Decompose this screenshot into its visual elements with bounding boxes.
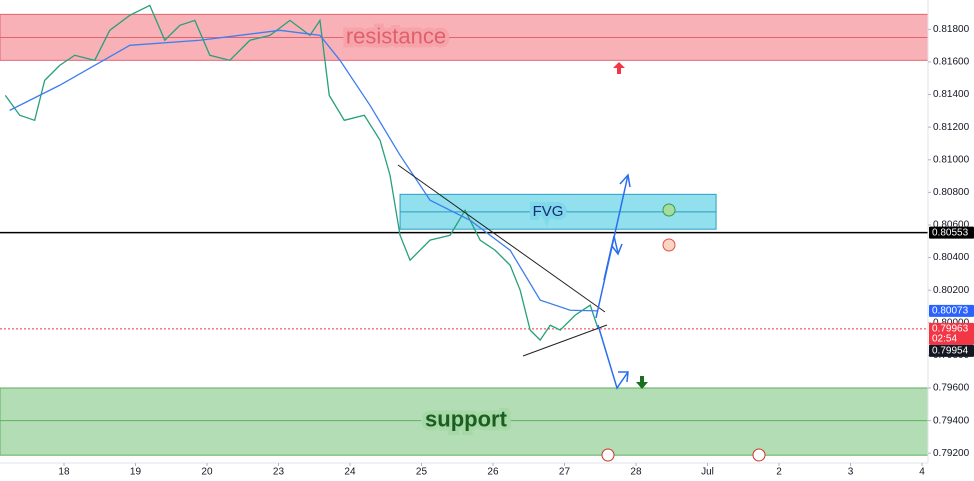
y-tick-label: 0.81800 bbox=[933, 24, 970, 35]
price-tag-label: 0.80553 bbox=[932, 227, 969, 238]
trend-line bbox=[522, 324, 608, 357]
circle-marker bbox=[662, 203, 676, 217]
y-tick-label: 0.80800 bbox=[933, 187, 970, 198]
y-tick-label: 0.79200 bbox=[933, 448, 970, 459]
price-tag bbox=[929, 344, 974, 357]
price-line-series bbox=[4, 4, 599, 342]
y-tick-label: 0.81200 bbox=[933, 122, 970, 133]
price-line-series bbox=[9, 29, 599, 312]
x-tick-label: 23 bbox=[273, 467, 285, 478]
countdown: 02:54 bbox=[932, 333, 957, 344]
axes: 0.792000.794000.796000.798000.800000.802… bbox=[58, 24, 974, 478]
x-tick-label: 26 bbox=[487, 467, 499, 478]
zone-label: resistance bbox=[346, 23, 446, 48]
y-tick-label: 0.80600 bbox=[933, 220, 970, 231]
zone-label: FVG bbox=[533, 203, 564, 220]
arrowhead bbox=[619, 173, 631, 188]
zone-label: support bbox=[425, 406, 508, 431]
arrow-down bbox=[597, 324, 629, 390]
arrowhead bbox=[618, 371, 629, 383]
y-tick-label: 0.80400 bbox=[933, 252, 970, 263]
x-tick-label: 2 bbox=[776, 467, 782, 478]
x-tick-label: 4 bbox=[919, 467, 925, 478]
x-tick-label: 24 bbox=[344, 467, 356, 478]
x-tick-label: 19 bbox=[130, 467, 142, 478]
x-tick-label: 27 bbox=[559, 467, 571, 478]
price-tag bbox=[929, 226, 974, 239]
x-tick-label: 28 bbox=[630, 467, 642, 478]
up-marker bbox=[613, 62, 625, 74]
price-tag bbox=[929, 322, 974, 345]
price-tag bbox=[929, 304, 974, 317]
x-tick-label: Jul bbox=[701, 467, 714, 478]
price-tag-label: 0.79954 bbox=[932, 345, 969, 356]
price-tag-label: 0.80073 bbox=[932, 306, 969, 317]
event-icon bbox=[752, 448, 766, 462]
annotations bbox=[397, 62, 766, 462]
y-tick-label: 0.80200 bbox=[933, 285, 970, 296]
zone bbox=[0, 387, 929, 456]
trend-line bbox=[397, 164, 606, 313]
y-tick-label: 0.79400 bbox=[933, 415, 970, 426]
arrowhead bbox=[611, 243, 623, 256]
y-tick-label: 0.81600 bbox=[933, 57, 970, 68]
circle-marker bbox=[662, 238, 676, 252]
y-tick-label: 0.81000 bbox=[933, 154, 970, 165]
down-marker bbox=[636, 376, 648, 389]
x-tick-label: 18 bbox=[58, 467, 70, 478]
plot-area: resistance support FVG bbox=[0, 4, 929, 456]
arrow-zigzag bbox=[603, 235, 619, 281]
x-tick-label: 25 bbox=[416, 467, 428, 478]
price-tag-label: 0.79963 bbox=[932, 323, 969, 334]
x-tick-label: 20 bbox=[201, 467, 213, 478]
y-tick-label: 0.79600 bbox=[933, 383, 970, 394]
event-icon bbox=[601, 448, 615, 462]
x-tick-label: 3 bbox=[848, 467, 854, 478]
y-tick-label: 0.81400 bbox=[933, 89, 970, 100]
